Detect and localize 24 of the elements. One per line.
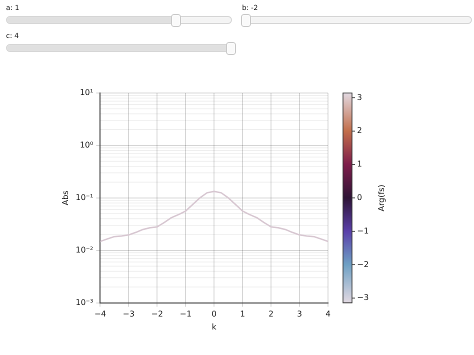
- y-tick-label: 10⁻²: [76, 245, 94, 254]
- x-axis-title: k: [212, 322, 217, 332]
- x-tick-label: 4: [325, 310, 331, 319]
- x-tick-label: 2: [268, 310, 274, 319]
- x-tick-label: −4: [94, 310, 106, 319]
- color-bar-label: 0: [357, 192, 362, 202]
- x-tick-label: 3: [296, 310, 302, 319]
- color-bar-label: 2: [357, 126, 362, 136]
- x-tick-label: −1: [180, 310, 192, 319]
- color-bar-label: −3: [357, 293, 369, 302]
- y-axis-title: Abs: [60, 190, 70, 206]
- x-tick-label: 1: [240, 310, 246, 319]
- y-tick-label: 10⁻¹: [76, 192, 94, 202]
- color-bar-label: 1: [357, 160, 362, 169]
- y-tick-label: 10⁻³: [76, 298, 94, 307]
- color-bar-label: −2: [357, 260, 369, 269]
- color-bar-label: −1: [357, 226, 369, 236]
- y-tick-label: 10¹: [80, 88, 94, 98]
- x-tick-label: 0: [212, 310, 217, 319]
- x-tick-label: −2: [151, 310, 164, 319]
- x-tick-label: −3: [122, 310, 135, 319]
- y-tick-label: 10⁰: [80, 140, 94, 150]
- color-bar-title: Arg(fs): [377, 184, 386, 212]
- color-bar-label: 3: [357, 92, 362, 102]
